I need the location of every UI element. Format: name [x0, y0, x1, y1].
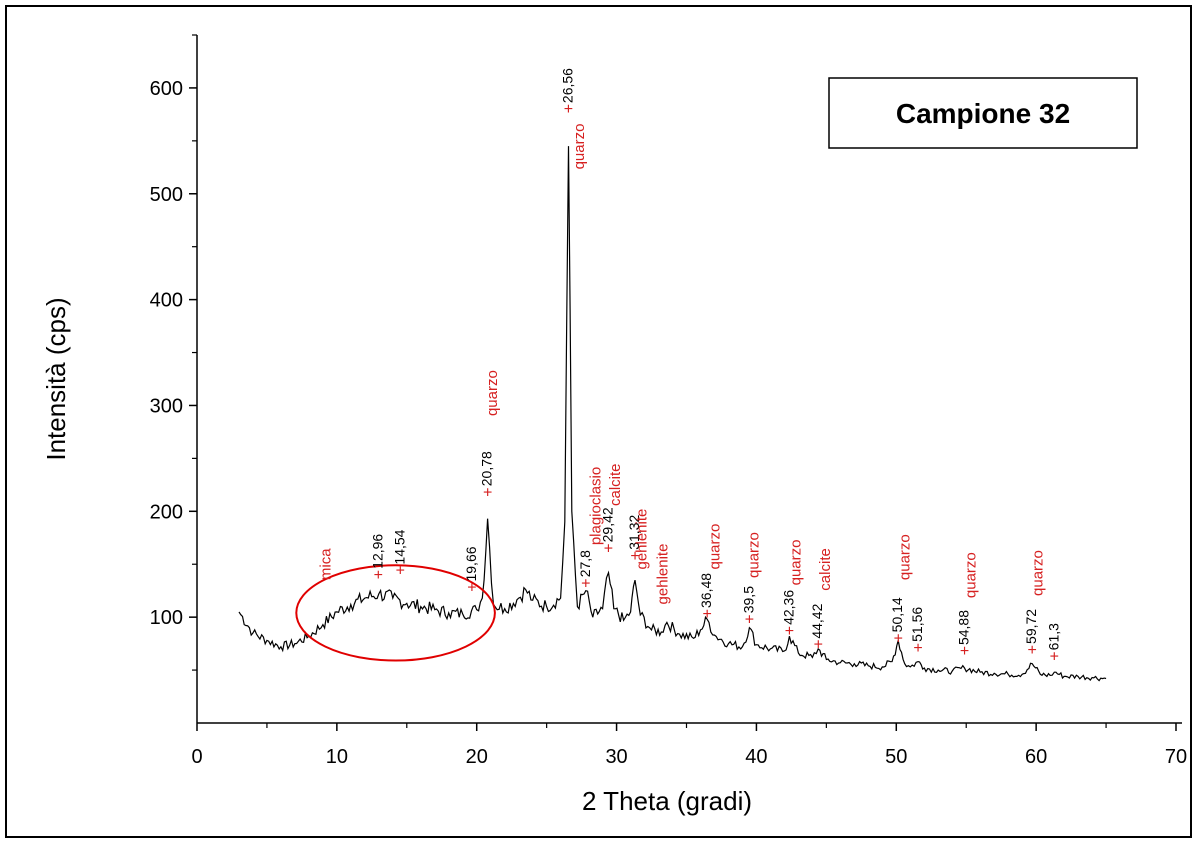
- x-tick-label: 20: [466, 746, 488, 768]
- peak-marker: +: [913, 640, 922, 657]
- mineral-label: quarzo: [484, 370, 501, 416]
- mineral-label: quarzo: [962, 552, 979, 598]
- mineral-label: quarzo: [706, 524, 723, 570]
- mineral-label: quarzo: [746, 532, 763, 578]
- mineral-label: calcite: [817, 548, 834, 591]
- x-axis-title: 2 Theta (gradi): [582, 786, 752, 816]
- y-tick-label: 100: [150, 607, 183, 629]
- peak-marker: +: [1028, 642, 1037, 659]
- series-line: [238, 146, 1107, 682]
- peak-label: 19,66: [463, 546, 479, 581]
- peak-marker: +: [581, 575, 590, 592]
- chart-frame: 0 10 20 30 40 50 60 70 100 200 300 400 500 600 +12,96…: [5, 5, 1192, 838]
- y-tick-label: 500: [150, 184, 183, 206]
- xrd-chart: 0 10 20 30 40 50 60 70 100 200 300 400 500 600 +12,96…: [41, 34, 1187, 816]
- peak-marker: +: [785, 623, 794, 640]
- x-tick-label: 60: [1025, 746, 1047, 768]
- peak-label: 12,96: [369, 534, 385, 569]
- mineral-label: gehlenite: [655, 544, 672, 605]
- peak-marker: +: [894, 630, 903, 647]
- peak-marker: +: [960, 643, 969, 660]
- peak-marker: +: [483, 484, 492, 501]
- peak-marker: +: [467, 580, 476, 597]
- x-tick-label: 50: [885, 746, 907, 768]
- peak-marker: +: [745, 611, 754, 628]
- peak-label: 44,42: [809, 603, 825, 638]
- y-tick-label: 300: [150, 395, 183, 417]
- peak-label: 36,48: [698, 573, 714, 608]
- peak-label: 27,8: [577, 550, 593, 577]
- peak-label: 61,3: [1045, 623, 1061, 650]
- x-tick-label: 70: [1165, 746, 1187, 768]
- peak-label: 31,32: [626, 515, 642, 550]
- mineral-label: gehlenite: [634, 509, 651, 570]
- peak-marker: +: [564, 101, 573, 118]
- peak-label: 50,14: [889, 597, 905, 632]
- peak-label: 20,78: [479, 451, 495, 486]
- peak-marker: +: [604, 540, 613, 557]
- peak-marker: +: [1050, 648, 1059, 665]
- legend-box-frame: [828, 77, 1138, 149]
- mineral-label: quarzo: [897, 534, 914, 580]
- highlight-ellipse: [295, 564, 496, 662]
- peak-label: 26,56: [559, 68, 575, 103]
- y-tick-label: 200: [150, 501, 183, 523]
- axes: [196, 35, 1182, 724]
- mineral-label: calcite: [607, 463, 624, 506]
- x-tick-label: 30: [605, 746, 627, 768]
- y-tick-label: 400: [150, 290, 183, 312]
- mineral-label: plagioclasio: [588, 467, 605, 545]
- peak-marker: +: [374, 567, 383, 584]
- legend-box: Campione 32: [828, 77, 1138, 149]
- peak-label: 39,5: [740, 586, 756, 613]
- x-tick-label: 40: [745, 746, 767, 768]
- peak-label: 54,88: [956, 610, 972, 645]
- mineral-label: quarzo: [571, 124, 588, 170]
- x-tick-label: 10: [326, 746, 348, 768]
- x-tick-label: 0: [191, 746, 202, 768]
- peak-label: 59,72: [1023, 609, 1039, 644]
- y-axis-title: Intensità (cps): [41, 297, 71, 460]
- peak-label: 51,56: [909, 607, 925, 642]
- peak-marker: +: [630, 548, 639, 565]
- mineral-label: quarzo: [1030, 550, 1047, 596]
- mineral-label: mica: [318, 548, 335, 580]
- peak-label: 29,42: [599, 507, 615, 542]
- mineral-label: quarzo: [788, 540, 805, 586]
- y-tick-label: 600: [150, 78, 183, 100]
- chart-title: Campione 32: [896, 98, 1070, 129]
- peak-label: 14,54: [391, 529, 407, 564]
- peak-marker: +: [396, 563, 405, 580]
- peak-marker: +: [703, 606, 712, 623]
- peak-marker: +: [814, 637, 823, 654]
- peak-label: 42,36: [780, 590, 796, 625]
